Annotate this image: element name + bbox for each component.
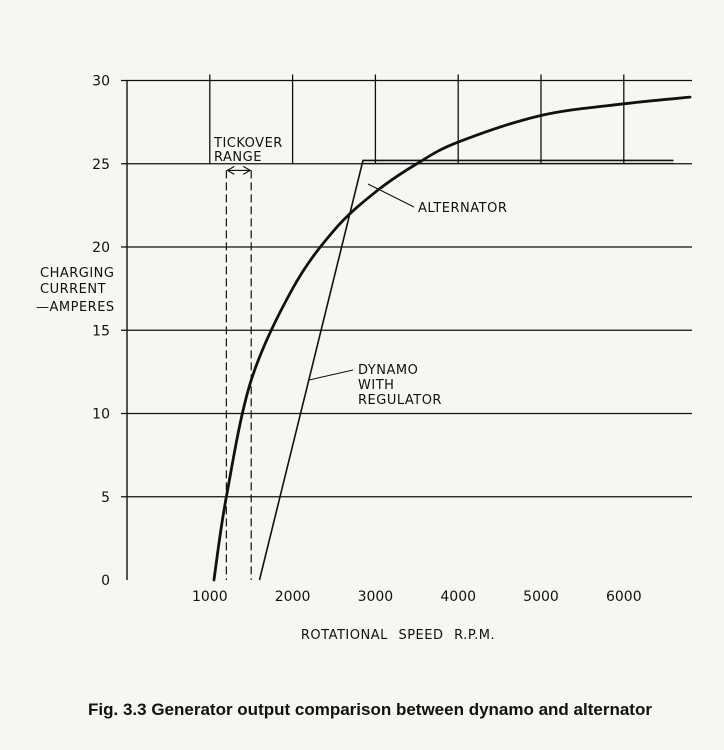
y-tick-labels: 0 5 10 15 20 25 30 <box>92 74 110 590</box>
dynamo-leader <box>308 369 354 381</box>
dynamo-label-line2: WITH <box>358 378 394 393</box>
alternator-curve <box>212 95 692 582</box>
x-tick-label: 5000 <box>523 589 559 605</box>
grid-layer <box>121 74 692 498</box>
y-axis-label-line2: CURRENT <box>40 282 106 297</box>
dynamo-line <box>258 159 674 581</box>
y-axis-label-line3: —AMPERES <box>36 300 115 315</box>
y-tick-label: 15 <box>92 323 110 339</box>
y-tick-label: 20 <box>92 240 110 256</box>
x-tick-label: 2000 <box>275 589 311 605</box>
x-tick-label: 3000 <box>358 589 394 605</box>
series-layer <box>212 95 692 582</box>
y-tick-label: 30 <box>92 74 110 90</box>
x-axis-label: ROTATIONAL SPEED R.P.M. <box>301 628 495 643</box>
figure-caption: Fig. 3.3 Generator output comparison bet… <box>88 700 652 719</box>
tickover-arrowhead-right <box>242 165 252 175</box>
y-tick-label: 25 <box>92 157 110 173</box>
dynamo-label-line1: DYNAMO <box>358 363 418 378</box>
y-tick-label: 0 <box>101 573 110 589</box>
tickover-range: TICKOVER RANGE <box>213 136 283 580</box>
y-tick-label: 10 <box>92 407 110 423</box>
dynamo-label-line3: REGULATOR <box>358 393 442 408</box>
x-tick-label: 4000 <box>440 589 476 605</box>
y-tick-label: 5 <box>101 490 110 506</box>
tickover-arrowhead-left <box>226 165 235 175</box>
x-tick-label: 6000 <box>606 589 642 605</box>
alternator-label: ALTERNATOR <box>418 201 507 216</box>
x-tick-labels: 1000 2000 3000 4000 5000 6000 <box>192 589 642 605</box>
tickover-label-line1: TICKOVER <box>213 136 283 151</box>
alternator-leader <box>367 183 415 208</box>
x-tick-label: 1000 <box>192 589 228 605</box>
y-axis-label-line1: CHARGING <box>40 266 114 281</box>
tickover-label-line2: RANGE <box>214 150 262 165</box>
